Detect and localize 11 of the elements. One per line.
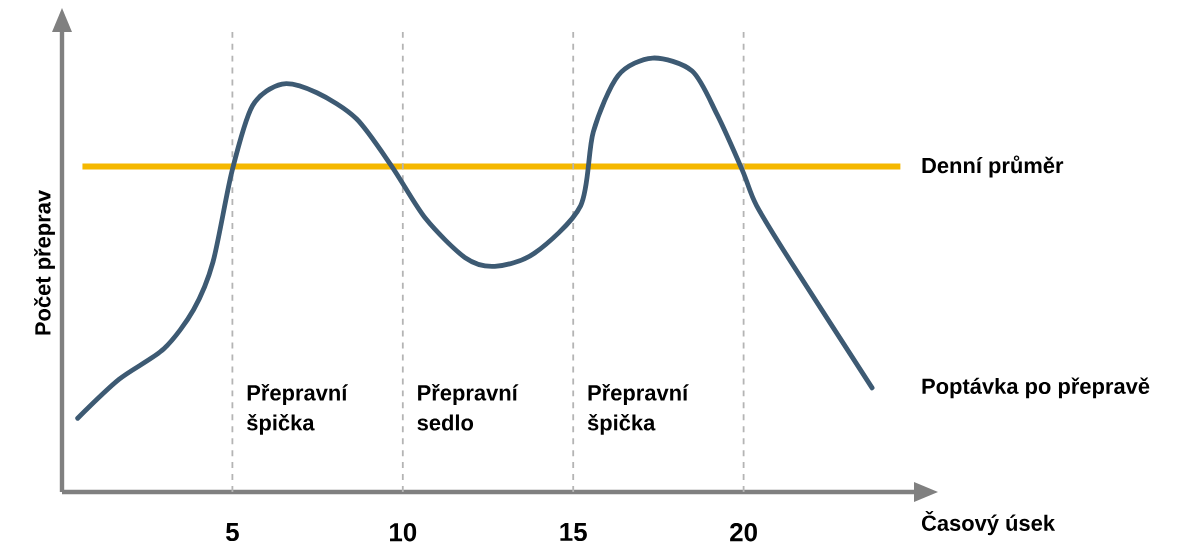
annotation: Přepravní sedlo xyxy=(417,384,519,431)
annotation: Přepravní špička xyxy=(587,384,689,435)
x-tick-label: 15 xyxy=(560,523,587,542)
x-tick-label: 5 xyxy=(226,523,239,542)
text: Poptávka po přepravě xyxy=(922,377,1150,399)
x-axis-title: Časový úsek xyxy=(921,511,1056,536)
y-axis-title: Počet přeprav xyxy=(34,190,55,335)
ref-line-label: Denní průměr xyxy=(922,155,1064,178)
x-tick-label: 20 xyxy=(730,523,757,542)
annotation: Přepravní špička xyxy=(247,384,348,435)
x-tick-label: 10 xyxy=(390,523,417,542)
